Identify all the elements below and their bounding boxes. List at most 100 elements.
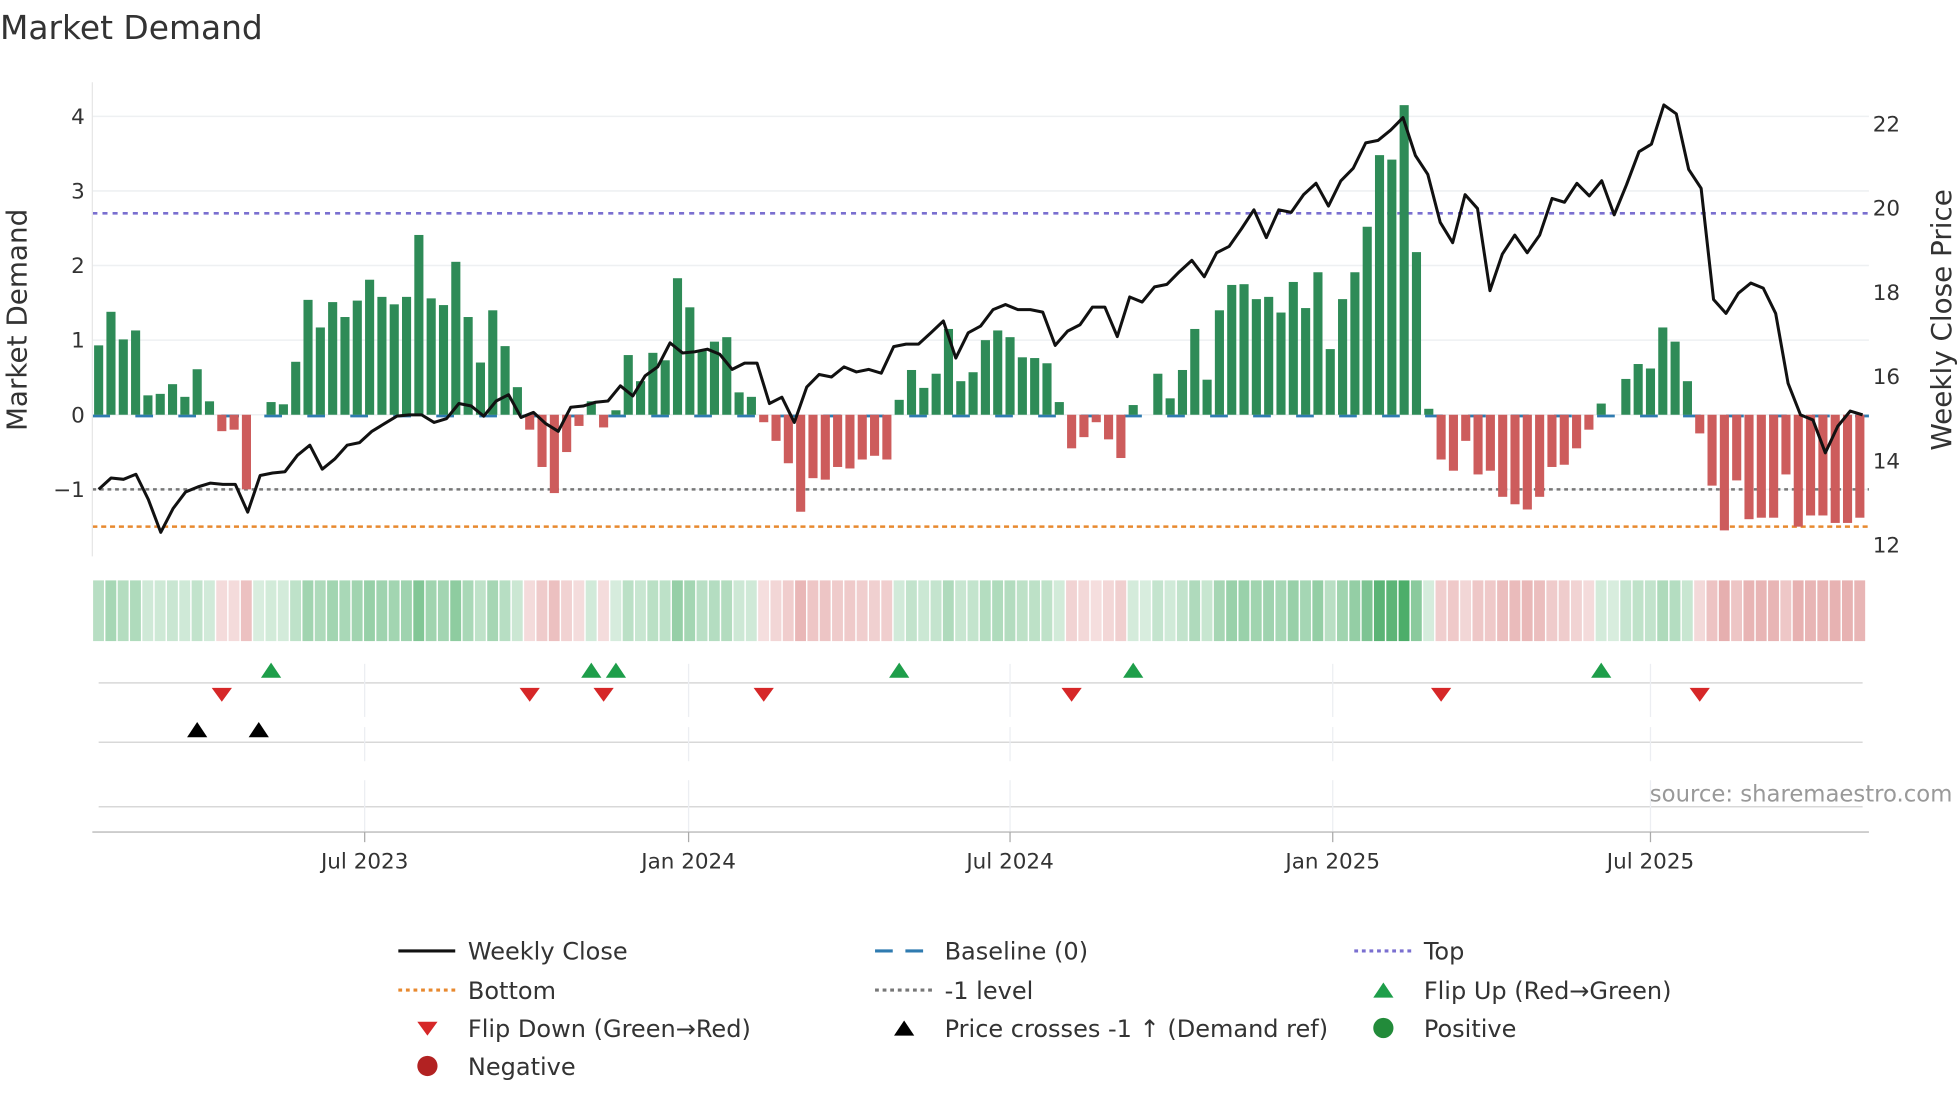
- heat-cell: [1521, 580, 1533, 642]
- positive-bar: [648, 352, 658, 415]
- negative-bar: [562, 414, 572, 453]
- legend-flip-up-red-green-swatch: [1373, 982, 1394, 998]
- positive-bar: [1338, 299, 1348, 415]
- heat-cell: [721, 580, 733, 642]
- heat-cell: [314, 580, 326, 642]
- heat-cell: [216, 580, 228, 642]
- chart-title: Market Demand: [0, 8, 263, 47]
- negative-bar: [1436, 414, 1446, 460]
- heat-cell: [1213, 580, 1225, 642]
- heat-cell: [524, 580, 536, 642]
- positive-bar: [1276, 312, 1286, 415]
- heat-cell: [782, 580, 794, 642]
- negative-bar: [771, 414, 781, 441]
- source-note: source: sharemaestro.com: [1650, 782, 1953, 808]
- negative-bar: [1584, 414, 1594, 430]
- positive-bar: [143, 395, 153, 415]
- heat-cell: [142, 580, 154, 642]
- negative-bar: [241, 414, 251, 490]
- reference-lines: [92, 212, 1869, 528]
- heat-cell: [462, 580, 474, 642]
- positive-bar: [1165, 398, 1175, 415]
- heat-cell: [1718, 580, 1730, 642]
- positive-bar: [414, 234, 424, 415]
- negative-bar: [1806, 414, 1816, 516]
- heat-cell: [1250, 580, 1262, 642]
- positive-bar: [463, 317, 473, 415]
- heat-cell: [1546, 580, 1558, 642]
- heat-cell: [450, 580, 462, 642]
- heat-cell: [1558, 580, 1570, 642]
- heat-cell: [967, 580, 979, 642]
- positive-bar: [1153, 373, 1163, 415]
- legend-positive-swatch: [1373, 1017, 1394, 1039]
- heat-cell: [388, 580, 400, 642]
- y-tick-label: 1: [71, 329, 85, 354]
- heat-cell: [1497, 580, 1508, 642]
- heat-cell: [1152, 580, 1164, 642]
- positive-bar: [1288, 281, 1298, 415]
- y2-tick-label: 16: [1873, 365, 1900, 390]
- heat-cell: [708, 580, 720, 642]
- heat-cell: [1103, 580, 1114, 642]
- positive-bar: [919, 387, 929, 415]
- negative-bar: [783, 414, 793, 464]
- positive-bar: [1202, 379, 1212, 415]
- heat-cell: [1706, 580, 1718, 642]
- heat-cell: [1373, 580, 1385, 642]
- heat-cell: [1460, 580, 1472, 642]
- heat-cell: [166, 580, 178, 642]
- legend-baseline-0-label: Baseline (0): [945, 938, 1088, 966]
- positive-bar: [1621, 378, 1631, 415]
- heat-cell: [1189, 580, 1201, 642]
- heat-cell: [795, 580, 806, 642]
- y-tick-label: 0: [71, 403, 85, 428]
- legend-negative-swatch: [417, 1055, 438, 1077]
- positive-bar: [204, 401, 215, 415]
- heat-cell: [548, 580, 560, 642]
- heat-cell: [1066, 580, 1077, 642]
- positive-bar: [1301, 308, 1311, 415]
- legend-bottom-label: Bottom: [468, 977, 556, 1005]
- heat-cell: [253, 580, 265, 642]
- positive-bar: [1313, 272, 1323, 415]
- positive-bar: [906, 369, 917, 415]
- heat-cell: [832, 580, 843, 642]
- heat-cell: [437, 580, 449, 642]
- heat-cell: [1620, 580, 1632, 642]
- heat-cell: [807, 580, 819, 642]
- positive-bar: [611, 410, 621, 415]
- heat-cell: [1164, 580, 1176, 642]
- negative-bar: [1079, 414, 1089, 438]
- heat-cell: [1361, 580, 1373, 642]
- negative-bar: [1695, 414, 1705, 434]
- positive-bar: [685, 307, 695, 415]
- positive-bar: [1424, 408, 1434, 415]
- heat-cell: [1127, 580, 1139, 642]
- positive-bar: [1227, 284, 1237, 415]
- y-tick-label: 4: [71, 105, 85, 130]
- positive-bar: [1387, 159, 1397, 415]
- heat-cell: [474, 580, 486, 642]
- heat-cell: [745, 580, 757, 642]
- positive-bar: [1325, 349, 1335, 415]
- flip-down-marker: [1430, 687, 1452, 702]
- negative-bar: [796, 414, 806, 512]
- positive-bar: [734, 392, 744, 415]
- event-markers: [187, 662, 1710, 738]
- weekly-close-path: [97, 103, 1864, 534]
- heat-cell: [1447, 580, 1459, 642]
- negative-bar: [820, 414, 830, 480]
- positive-bar: [968, 372, 978, 415]
- heat-cell: [240, 580, 252, 642]
- heat-cell: [1090, 580, 1102, 642]
- negative-bar: [1572, 414, 1582, 449]
- positive-bar: [931, 373, 941, 415]
- positive-bar: [1670, 341, 1680, 415]
- positive-bar: [192, 369, 202, 415]
- positive-bar: [315, 327, 325, 415]
- heat-cell: [376, 580, 388, 642]
- positive-bar: [722, 337, 732, 415]
- heat-cell: [93, 580, 104, 642]
- positive-bar: [1017, 357, 1027, 415]
